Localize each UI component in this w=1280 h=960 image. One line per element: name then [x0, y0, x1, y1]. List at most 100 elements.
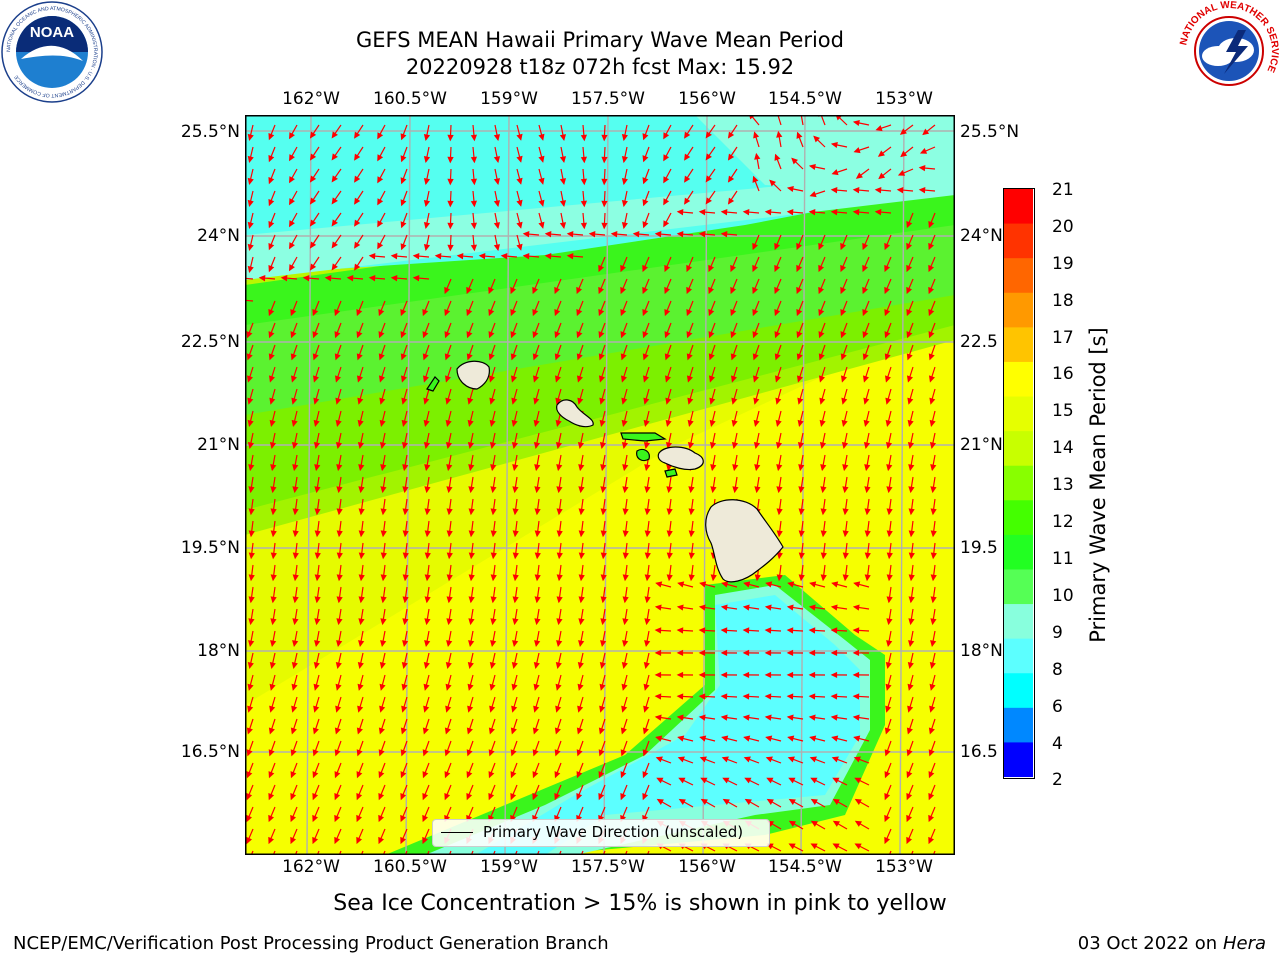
wave-arrow-head — [334, 836, 341, 845]
wave-arrow-head — [655, 735, 663, 742]
wave-arrow-head — [642, 771, 649, 779]
wave-arrow — [536, 850, 540, 855]
wave-arrow-head — [598, 331, 605, 339]
wave-arrow-head — [787, 581, 795, 588]
wave-arrow-head — [444, 727, 451, 735]
wave-arrow-head — [247, 683, 254, 691]
wave-arrow-head — [852, 186, 860, 194]
wave-arrow-head — [470, 200, 477, 208]
colorbar-segment — [1004, 569, 1033, 605]
colorbar-segment — [1004, 673, 1033, 709]
wave-arrow-head — [532, 286, 539, 295]
wave-arrow-head — [423, 397, 430, 405]
wave-arrow-head — [445, 419, 452, 427]
wave-arrow-head — [246, 814, 253, 823]
wave-arrow-head — [358, 464, 365, 472]
wave-arrow-head — [664, 286, 671, 295]
wave-arrow-head — [600, 618, 607, 626]
wave-arrow-head — [444, 792, 451, 801]
wave-arrow-head — [533, 419, 540, 427]
wave-arrow-head — [928, 727, 935, 735]
wave-arrow-head — [786, 185, 794, 193]
wave-arrow-head — [379, 419, 386, 427]
wave-arrow-head — [246, 749, 253, 757]
wave-arrow-head — [466, 353, 473, 361]
wave-arrow-head — [600, 596, 607, 604]
wave-arrow-head — [334, 792, 341, 801]
wave-arrow-head — [928, 308, 935, 317]
colorbar-tick: 8 — [1052, 660, 1063, 680]
wave-arrow-head — [699, 756, 707, 763]
wave-arrow-head — [357, 662, 364, 669]
wave-arrow-head — [809, 756, 817, 763]
wave-arrow-head — [588, 230, 596, 238]
wave-arrow-head — [468, 552, 475, 560]
wave-arrow-head — [268, 154, 275, 163]
wave-arrow-head — [908, 486, 915, 494]
wave-arrow-head — [820, 552, 827, 560]
wave-arrow-head — [331, 263, 338, 271]
wave-arrow-head — [928, 792, 935, 801]
wave-arrow-head — [511, 662, 518, 669]
wave-arrow-head — [512, 552, 519, 560]
wave-arrow-head — [556, 574, 563, 582]
wave-arrow-head — [358, 618, 365, 626]
wave-arrow-head — [334, 308, 341, 317]
wave-arrow-head — [906, 727, 913, 735]
wave-arrow-head — [470, 244, 477, 252]
wave-arrow — [492, 850, 496, 855]
wave-arrow-head — [907, 442, 915, 450]
wave-arrow-head — [841, 397, 848, 405]
wave-arrow-head — [727, 175, 735, 183]
wave-arrow-head — [666, 486, 673, 494]
wave-arrow-head — [534, 530, 541, 538]
wave-arrow-head — [270, 618, 277, 626]
title-line-1: GEFS MEAN Hawaii Primary Wave Mean Perio… — [356, 28, 844, 52]
wave-arrow-head — [423, 200, 431, 208]
wave-arrow-head — [908, 640, 915, 648]
wave-arrow-head — [488, 308, 495, 317]
wave-arrow-head — [334, 814, 341, 823]
wave-arrow-head — [796, 308, 803, 317]
wave-arrow-head — [532, 375, 539, 383]
wave-arrow-head — [906, 814, 913, 823]
wave-arrow-head — [576, 792, 583, 801]
wave-arrow-head — [290, 836, 297, 845]
island-maui — [657, 446, 704, 471]
wave-arrow-head — [864, 464, 871, 472]
wave-arrow-head — [752, 308, 759, 317]
wave-arrow-head — [378, 836, 385, 845]
wave-arrow-head — [688, 486, 695, 494]
wave-arrow-head — [808, 714, 816, 721]
wave-arrow-head — [356, 836, 363, 845]
wave-arrow-head — [576, 353, 583, 361]
wave-arrow-head — [534, 596, 541, 604]
wave-arrow-head — [358, 574, 365, 582]
wave-arrow-head — [512, 640, 519, 648]
wave-arrow-head — [684, 153, 691, 161]
wave-arrow-head — [654, 693, 662, 700]
wave-arrow-head — [358, 640, 365, 648]
wave-arrow-head — [798, 530, 805, 538]
wave-arrow-head — [334, 353, 341, 361]
wave-arrow-head — [884, 836, 891, 845]
wave-arrow-head — [246, 331, 253, 339]
wave-arrow-head — [559, 200, 567, 208]
wave-arrow-head — [444, 353, 451, 361]
wave-arrow-head — [312, 331, 319, 339]
wave-arrow-head — [731, 397, 738, 405]
wave-arrow-head — [309, 131, 317, 139]
wave-arrow-head — [356, 331, 363, 339]
wave-arrow-head — [377, 176, 384, 184]
wave-arrow-head — [576, 331, 583, 339]
wave-arrow-head — [516, 177, 523, 185]
wave-arrow-head — [886, 596, 893, 604]
wave-arrow-head — [247, 662, 254, 669]
wave-arrow-head — [664, 308, 671, 317]
colorbar-segment — [1004, 431, 1033, 467]
wave-arrow-head — [289, 176, 295, 184]
wave-arrow-head — [852, 649, 860, 657]
wave-arrow-head — [377, 220, 384, 228]
wave-arrow-head — [885, 683, 892, 691]
wave-arrow-head — [578, 508, 585, 516]
